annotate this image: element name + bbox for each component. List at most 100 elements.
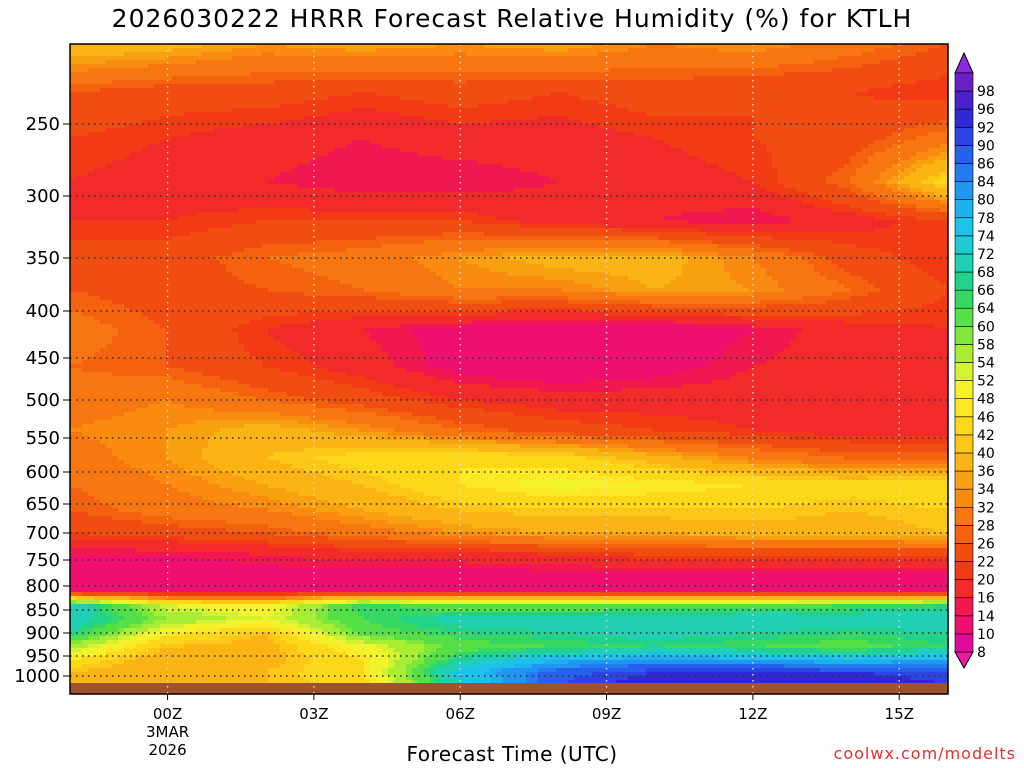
rh-cell [874,160,881,165]
rh-cell [418,168,425,173]
rh-cell [580,164,587,169]
rh-cell [322,152,329,157]
rh-cell [910,128,917,133]
rh-cell [928,124,935,129]
rh-cell [670,132,677,137]
rh-cell [430,156,437,161]
rh-cell [538,56,545,61]
rh-cell [220,152,227,157]
rh-cell [808,68,815,73]
rh-cell [268,48,275,53]
rh-cell [304,96,311,101]
rh-cell [622,128,629,133]
rh-cell [514,96,521,101]
rh-cell [940,108,947,113]
rh-cell [100,128,107,133]
rh-cell [592,48,599,53]
rh-cell [454,160,461,165]
rh-cell [340,140,347,145]
rh-cell [448,156,455,161]
rh-cell [448,176,455,181]
rh-cell [742,108,749,113]
rh-cell [796,68,803,73]
rh-cell [286,112,293,117]
rh-cell [334,160,341,165]
rh-cell [850,104,857,109]
rh-cell [550,136,557,141]
rh-cell [262,144,269,149]
rh-cell [214,120,221,125]
rh-cell [172,144,179,149]
rh-cell [724,100,731,105]
rh-cell [538,100,545,105]
rh-cell [172,132,179,137]
rh-cell [574,172,581,177]
rh-cell [682,116,689,121]
rh-cell [916,56,923,61]
rh-cell [334,76,341,81]
rh-cell [706,124,713,129]
rh-cell [886,124,893,129]
rh-cell [70,148,77,153]
rh-cell [874,72,881,77]
rh-cell [790,132,797,137]
rh-cell [148,52,155,57]
rh-cell [802,156,809,161]
rh-cell [568,104,575,109]
rh-cell [280,48,287,53]
rh-cell [160,48,167,53]
rh-cell [724,60,731,65]
rh-cell [868,156,875,161]
rh-cell [136,64,143,69]
rh-cell [778,72,785,77]
rh-cell [880,128,887,133]
rh-cell [508,148,515,153]
rh-cell [190,124,197,129]
rh-cell [418,56,425,61]
rh-cell [358,144,365,149]
rh-cell [946,148,948,153]
rh-cell [808,84,815,89]
rh-cell [646,92,653,97]
rh-cell [352,140,359,145]
rh-cell [280,96,287,101]
rh-cell [208,48,215,53]
rh-cell [874,152,881,157]
rh-cell [802,44,809,49]
rh-cell [676,88,683,93]
rh-cell [946,116,948,121]
rh-cell [436,116,443,121]
rh-cell [118,88,125,93]
rh-cell [388,68,395,73]
rh-cell [484,48,491,53]
rh-cell [190,48,197,53]
rh-cell [274,140,281,145]
rh-cell [520,172,527,177]
rh-cell [238,120,245,125]
rh-cell [538,104,545,109]
rh-cell [772,144,779,149]
rh-cell [484,156,491,161]
rh-cell [946,44,948,49]
rh-cell [220,148,227,153]
rh-cell [778,164,785,169]
rh-cell [616,60,623,65]
rh-cell [106,84,113,89]
rh-cell [526,92,533,97]
rh-cell [436,52,443,57]
rh-cell [586,72,593,77]
rh-cell [868,80,875,85]
rh-cell [352,84,359,89]
rh-cell [556,168,563,173]
rh-cell [142,144,149,149]
rh-cell [910,152,917,157]
rh-cell [802,176,809,181]
rh-cell [226,76,233,81]
rh-cell [898,164,905,169]
rh-cell [304,176,311,181]
rh-cell [460,176,467,181]
rh-cell [364,128,371,133]
rh-cell [460,116,467,121]
rh-cell [364,136,371,141]
rh-cell [892,100,899,105]
